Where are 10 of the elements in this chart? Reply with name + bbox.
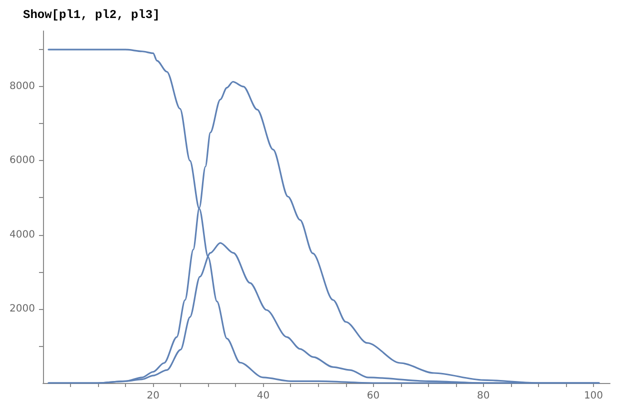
x-tick-label: 80 bbox=[477, 390, 490, 402]
x-tick-label: 40 bbox=[256, 390, 270, 402]
y-tick-label: 2000 bbox=[10, 303, 35, 314]
y-tick-label: 6000 bbox=[10, 155, 35, 166]
chart-title: Show[pl1, pl2, pl3] bbox=[23, 8, 160, 22]
x-tick-label: 20 bbox=[146, 390, 160, 402]
x-tick-label: 100 bbox=[584, 390, 604, 402]
x-tick-label: 60 bbox=[366, 390, 380, 402]
y-tick-label: 8000 bbox=[10, 81, 35, 92]
y-tick-label: 4000 bbox=[10, 229, 35, 240]
